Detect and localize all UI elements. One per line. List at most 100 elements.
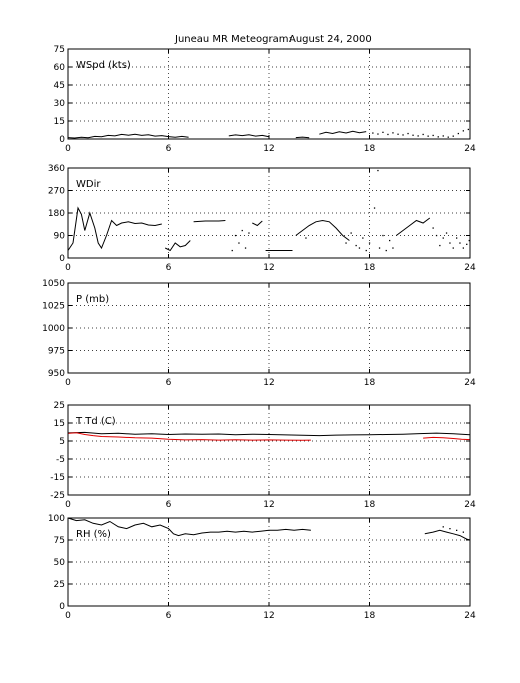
y-tick-label: 270 (48, 187, 65, 197)
y-tick-label: -5 (56, 455, 65, 465)
data-point (385, 249, 387, 252)
series-line (319, 130, 367, 135)
data-point (392, 247, 394, 249)
y-tick-label: 100 (48, 514, 65, 524)
data-point (238, 242, 240, 244)
data-point (466, 243, 468, 245)
data-point (382, 131, 384, 133)
data-point (437, 136, 439, 138)
y-tick-label: 60 (54, 63, 66, 73)
data-point (362, 237, 364, 239)
y-tick-label: 50 (54, 558, 66, 568)
x-tick-label: 0 (65, 263, 71, 273)
panel-label: T Td (C) (75, 416, 116, 427)
x-tick-label: 12 (263, 378, 274, 388)
data-point (397, 133, 399, 135)
series-line (252, 220, 263, 227)
x-tick-label: 12 (263, 144, 274, 154)
data-point (231, 249, 233, 252)
data-point (372, 132, 374, 134)
data-point (462, 531, 464, 533)
series-line (193, 220, 226, 223)
x-tick-label: 0 (65, 500, 71, 510)
data-point (305, 237, 307, 239)
series-line (67, 206, 162, 251)
y-tick-label: 15 (54, 419, 65, 429)
data-point (350, 232, 352, 234)
y-tick-label: 45 (54, 81, 65, 91)
data-point (389, 239, 391, 242)
x-tick-label: 12 (263, 263, 274, 273)
panel-5: 0 25 50 75 100 0 6 12 18 24 RH (%) (48, 514, 476, 621)
data-point (412, 134, 414, 136)
data-point (241, 229, 243, 232)
x-tick-label: 18 (364, 144, 376, 154)
data-point (452, 247, 454, 249)
y-tick-label: 360 (48, 164, 65, 174)
data-point (373, 207, 376, 209)
series-line (67, 432, 311, 441)
data-point (417, 135, 419, 137)
data-point (462, 247, 464, 249)
panel-label: WDir (76, 179, 101, 190)
data-point (445, 232, 448, 234)
x-tick-label: 24 (464, 263, 476, 273)
x-tick-label: 0 (65, 144, 71, 154)
x-tick-label: 6 (166, 378, 172, 388)
x-tick-label: 0 (65, 611, 71, 621)
figure-title: Juneau MR Meteogram: (174, 34, 292, 45)
x-tick-label: 12 (263, 500, 274, 510)
data-point (435, 234, 438, 237)
y-tick-label: 975 (48, 347, 65, 357)
data-point (345, 242, 347, 244)
y-tick-label: -15 (50, 473, 65, 483)
y-tick-label: 0 (59, 602, 65, 612)
x-tick-label: 18 (364, 263, 376, 273)
y-tick-label: 30 (54, 99, 66, 109)
data-point (449, 528, 451, 530)
data-point (368, 242, 371, 244)
series-line (295, 136, 310, 139)
y-tick-label: 0 (59, 135, 65, 145)
data-point (382, 234, 384, 237)
x-tick-label: 6 (166, 144, 172, 154)
data-point (244, 247, 247, 249)
series-line (67, 517, 311, 537)
x-tick-label: 24 (464, 144, 476, 154)
data-point (462, 130, 464, 132)
panel-2: 0 90 180 270 360 0 6 12 18 24 WDir (48, 164, 476, 273)
series-line (396, 217, 431, 236)
data-point (248, 232, 250, 234)
x-tick-label: 24 (464, 611, 476, 621)
y-tick-label: 0 (59, 254, 65, 264)
data-point (392, 132, 394, 134)
data-point (387, 133, 389, 136)
data-point (422, 133, 424, 136)
panel-1: 0 15 30 45 60 75 0 6 12 18 24 WSpd (kts) (54, 45, 476, 154)
data-point (439, 244, 441, 247)
data-point (447, 136, 449, 138)
y-tick-label: 180 (48, 209, 65, 219)
series-line (67, 133, 189, 139)
x-tick-label: 18 (364, 378, 376, 388)
y-tick-label: 25 (54, 580, 65, 590)
x-tick-label: 0 (65, 378, 71, 388)
data-point (234, 234, 237, 237)
data-point (407, 132, 409, 135)
data-point (449, 242, 451, 244)
series-line (164, 240, 191, 252)
data-point (432, 134, 434, 137)
data-point (432, 227, 434, 229)
y-tick-label: -25 (50, 491, 65, 501)
y-tick-label: 90 (54, 232, 66, 242)
x-tick-label: 6 (166, 263, 172, 273)
series-line (423, 436, 471, 441)
y-tick-label: 950 (48, 369, 65, 379)
figure-date: August 24, 2000 (289, 34, 372, 45)
data-point (377, 169, 379, 172)
data-point (457, 132, 459, 135)
series-line (67, 431, 471, 437)
data-point (459, 242, 461, 244)
data-point (442, 237, 444, 239)
panel-label: RH (%) (76, 529, 111, 540)
